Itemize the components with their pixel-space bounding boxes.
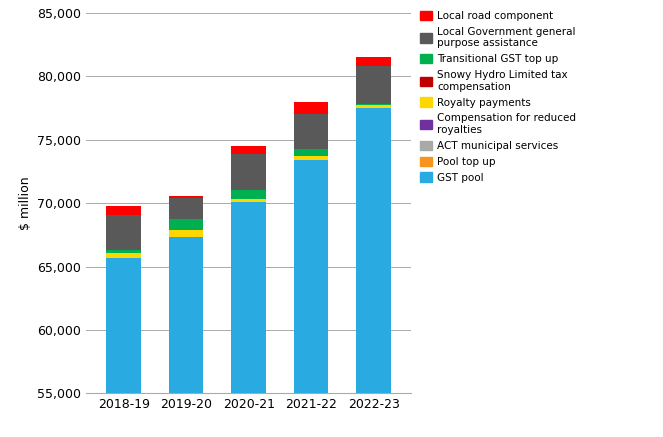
Bar <box>169 230 204 237</box>
Bar <box>231 154 266 190</box>
Bar <box>357 104 391 105</box>
Bar <box>294 149 328 156</box>
Bar <box>294 114 328 149</box>
Bar <box>231 146 266 154</box>
Bar <box>231 202 266 437</box>
Bar <box>107 258 141 437</box>
Y-axis label: $ million: $ million <box>19 177 32 230</box>
Bar <box>107 206 141 215</box>
Bar <box>294 102 328 114</box>
Bar <box>231 190 266 199</box>
Legend: Local road component, Local Government general
purpose assistance, Transitional : Local road component, Local Government g… <box>420 11 576 183</box>
Bar <box>294 156 328 160</box>
Bar <box>107 253 141 258</box>
Bar <box>169 196 204 198</box>
Bar <box>357 108 391 437</box>
Bar <box>357 66 391 104</box>
Bar <box>169 219 204 230</box>
Bar <box>357 105 391 108</box>
Bar <box>294 160 328 437</box>
Bar <box>357 57 391 66</box>
Bar <box>169 198 204 219</box>
Bar <box>107 250 141 253</box>
Bar <box>169 237 204 437</box>
Bar <box>231 199 266 202</box>
Bar <box>107 215 141 250</box>
